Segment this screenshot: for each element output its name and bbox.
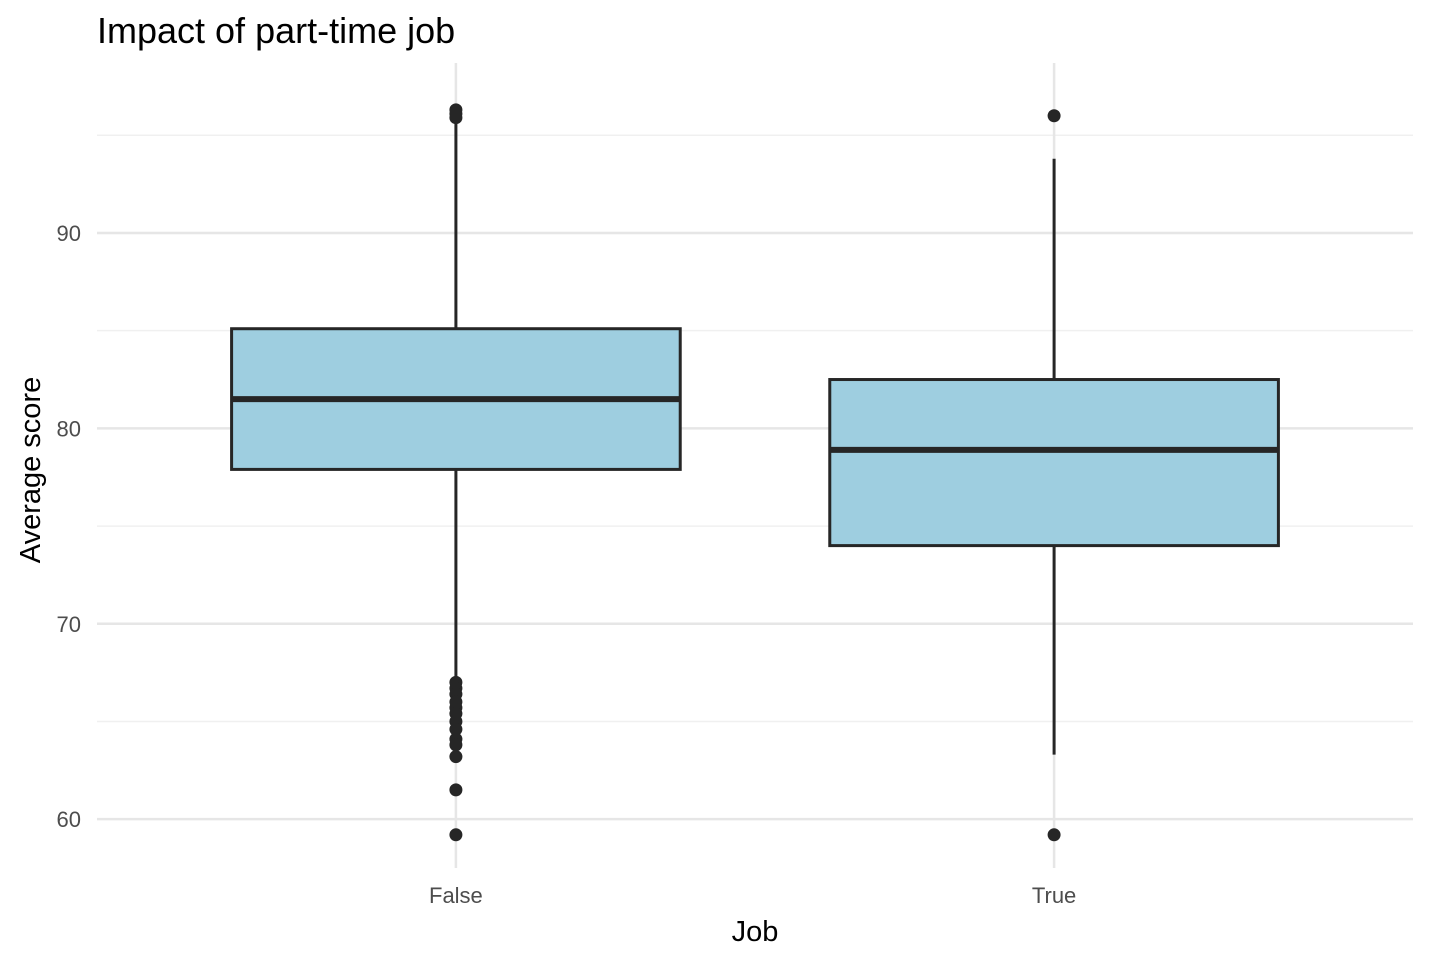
y-tick-label: 90	[57, 221, 81, 246]
outlier-point	[1047, 109, 1061, 123]
x-axis-label: Job	[732, 916, 779, 948]
outlier-point	[449, 722, 463, 736]
tick-label-layer: 60 70 80 90 False True	[57, 221, 1077, 908]
chart-title: Impact of part-time job	[97, 10, 456, 51]
box-layer	[230, 103, 1280, 842]
y-axis-label: Average score	[15, 377, 47, 563]
x-tick-label: True	[1032, 883, 1076, 908]
x-tick-label: False	[429, 883, 483, 908]
outlier-point	[1047, 828, 1061, 842]
outlier-point	[449, 783, 463, 797]
y-tick-label: 80	[57, 416, 81, 441]
y-tick-label: 60	[57, 807, 81, 832]
y-tick-label: 70	[57, 612, 81, 637]
box-iqr	[828, 378, 1280, 548]
outlier-point	[449, 750, 463, 764]
outlier-point	[449, 111, 463, 125]
outlier-point	[449, 828, 463, 842]
outlier-point	[449, 738, 463, 752]
